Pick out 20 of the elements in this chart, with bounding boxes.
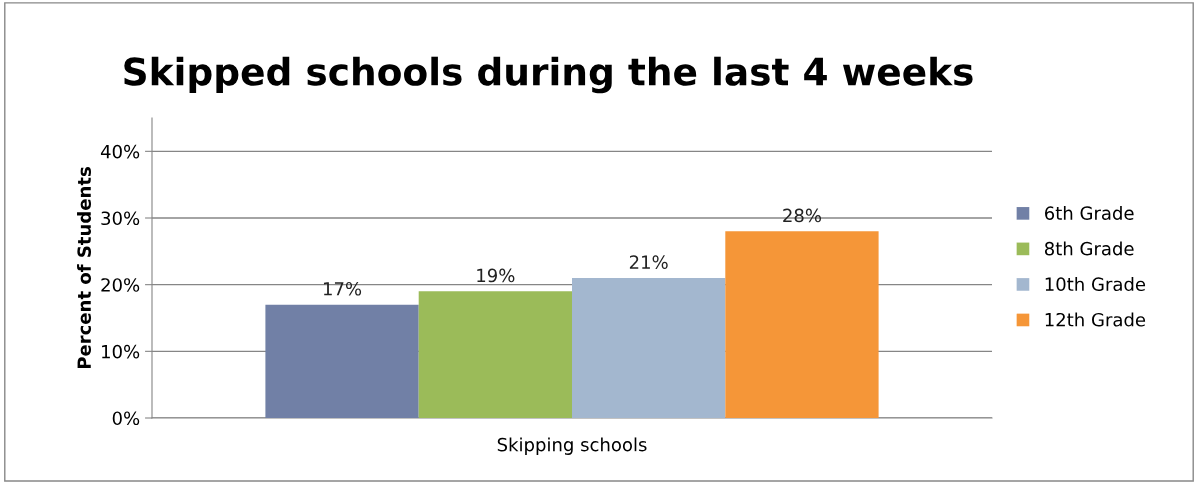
y-tick-label: 0%: [112, 411, 140, 426]
legend-label: 12th Grade: [1045, 312, 1146, 327]
y-tick-label: 40%: [100, 144, 140, 159]
y-axis-title: Percent of Students: [77, 167, 92, 369]
data-label: 28%: [783, 208, 822, 223]
x-tick-label: Skipping schools: [497, 437, 647, 455]
bar: [572, 278, 726, 418]
y-tick-label: 30%: [101, 211, 140, 226]
data-label: 21%: [629, 255, 668, 269]
bar: [725, 231, 879, 418]
bar: [265, 304, 419, 418]
y-tick-label: 10%: [102, 344, 140, 359]
chart-title: Skipped schools during the last 4 weeks: [124, 56, 973, 94]
data-label: 17%: [323, 281, 362, 296]
legend-label: 10th Grade: [1045, 277, 1146, 291]
bar: [418, 291, 572, 418]
y-tick-label: 20%: [101, 278, 140, 292]
legend-label: 6th Grade: [1044, 205, 1134, 220]
data-label: 19%: [477, 268, 515, 283]
legend-label: 8th Grade: [1044, 241, 1134, 256]
